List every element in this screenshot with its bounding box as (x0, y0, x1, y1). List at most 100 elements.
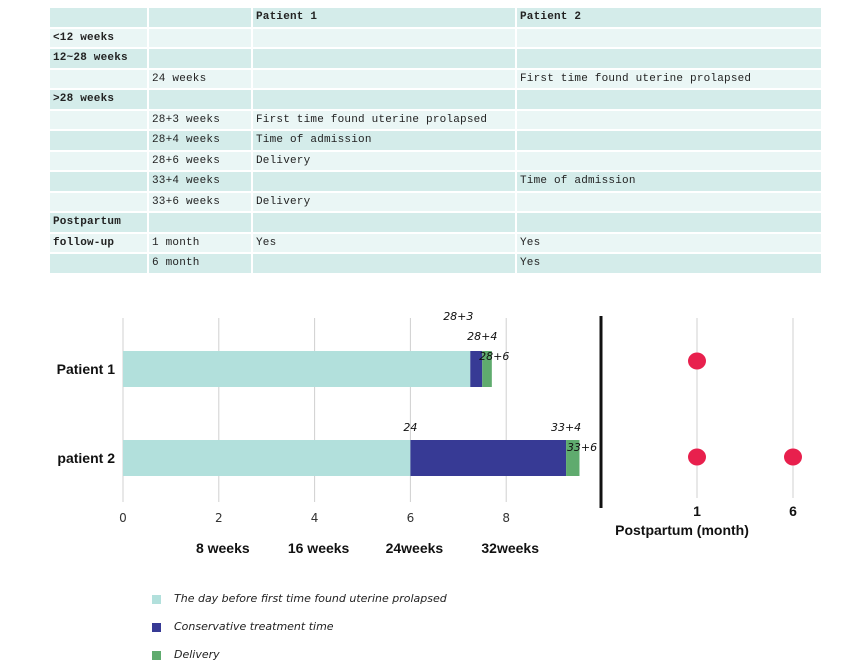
postpartum-marks (688, 352, 802, 466)
pp-tick-label: 6 (789, 503, 797, 519)
table-cell: 24 weeks (148, 68, 253, 90)
table-cell (516, 27, 823, 49)
table-cell (252, 89, 517, 111)
table-cell (50, 130, 149, 152)
table-cell (252, 253, 517, 275)
table-cell: 28+4 weeks (148, 130, 253, 152)
postpartum-dot (784, 448, 802, 466)
x-tick-label: 8 (502, 511, 510, 525)
legend-label: Delivery (174, 648, 220, 661)
table-cell: >28 weeks (50, 89, 149, 111)
pp-tick-label: 1 (693, 503, 701, 519)
x-tick-label: 2 (215, 511, 223, 525)
table-cell: 12~28 weeks (50, 48, 149, 70)
table-cell: Patient 1 (252, 8, 517, 29)
table-cell (516, 212, 823, 234)
bar-segment (123, 440, 411, 476)
table-cell: Time of admission (516, 171, 823, 193)
week-label: 8 weeks (196, 540, 250, 556)
table-cell (252, 48, 517, 70)
bar-segment (470, 351, 483, 387)
table-cell (252, 27, 517, 49)
table-row: 6 month Yes (50, 253, 823, 275)
table-cell: Patient 2 (516, 8, 823, 29)
table-cell (516, 191, 823, 213)
x-tick-label: 6 (407, 511, 415, 525)
table-row: Postpartum (50, 212, 823, 234)
table-cell: Postpartum (50, 212, 149, 234)
table-cell (252, 68, 517, 90)
category-label: patient 2 (57, 450, 115, 466)
table-cell: 33+4 weeks (148, 171, 253, 193)
table-cell (148, 8, 253, 29)
table-cell (516, 48, 823, 70)
legend-swatch (152, 623, 161, 632)
table-cell (50, 150, 149, 172)
table-cell: First time found uterine prolapsed (516, 68, 823, 90)
annotation-label: 28+4 (467, 330, 497, 343)
table-cell (148, 27, 253, 49)
table-row: 12~28 weeks (50, 48, 823, 70)
table-cell: Yes (516, 253, 823, 275)
legend-label: Conservative treatment time (174, 620, 334, 633)
postpartum-labels: 1 6 Postpartum (month) (615, 503, 797, 538)
postpartum-dot (688, 352, 706, 370)
table-cell: 1 month (148, 232, 253, 254)
category-label: Patient 1 (57, 361, 116, 377)
week-label: 32weeks (481, 540, 539, 556)
annotation-label: 28+3 (443, 310, 473, 323)
table-cell (50, 109, 149, 131)
table-cell (148, 89, 253, 111)
bar-segment (410, 440, 567, 476)
table-cell (50, 253, 149, 275)
table-cell: 28+6 weeks (148, 150, 253, 172)
table-cell: First time found uterine prolapsed (252, 109, 517, 131)
table-cell (50, 8, 149, 29)
table-cell: <12 weeks (50, 27, 149, 49)
table-cell: Yes (516, 232, 823, 254)
table-row: 24 weeks First time found uterine prolaps… (50, 68, 823, 90)
table-row: >28 weeks (50, 89, 823, 111)
table-cell: 6 month (148, 253, 253, 275)
table-cell (516, 150, 823, 172)
legend-swatch (152, 595, 161, 604)
timeline-table: Patient 1 Patient 2 <12 weeks 12~28 weeks 24… (50, 8, 823, 275)
table-cell (50, 191, 149, 213)
table-cell (516, 130, 823, 152)
legend-swatch (152, 651, 161, 660)
table-row: <12 weeks (50, 27, 823, 49)
annotation-label: 33+6 (567, 441, 597, 454)
postpartum-dot (688, 448, 706, 466)
table-cell (148, 48, 253, 70)
table-row: follow-up 1 month Yes Yes (50, 232, 823, 254)
bar-segment (123, 351, 471, 387)
table-cell (252, 171, 517, 193)
table-cell: Delivery (252, 150, 517, 172)
table-cell: Delivery (252, 191, 517, 213)
table-cell: Yes (252, 232, 517, 254)
table-row: Patient 1 Patient 2 (50, 8, 823, 29)
legend-label: The day before first time found uterine … (174, 592, 447, 605)
table-cell: Time of admission (252, 130, 517, 152)
table-row: 33+6 weeks Delivery (50, 191, 823, 213)
table-cell (252, 212, 517, 234)
table-cell (50, 171, 149, 193)
pp-axis-title: Postpartum (month) (615, 522, 749, 538)
table-cell: 33+6 weeks (148, 191, 253, 213)
table-row: 28+3 weeks First time found uterine prola… (50, 109, 823, 131)
bar-chart-marks (123, 351, 580, 476)
annotation-label: 28+6 (479, 350, 509, 363)
table-body: Patient 1 Patient 2 <12 weeks 12~28 weeks 24… (50, 8, 823, 275)
table-cell (50, 68, 149, 90)
bar-segment (566, 440, 580, 476)
table-cell: 28+3 weeks (148, 109, 253, 131)
table-row: 28+6 weeks Delivery (50, 150, 823, 172)
postpartum-grid (696, 318, 794, 498)
bar-segment (482, 351, 492, 387)
table-cell (516, 89, 823, 111)
week-label: 16 weeks (288, 540, 350, 556)
x-tick-label: 4 (311, 511, 319, 525)
table-cell: follow-up (50, 232, 149, 254)
table-cell (516, 109, 823, 131)
